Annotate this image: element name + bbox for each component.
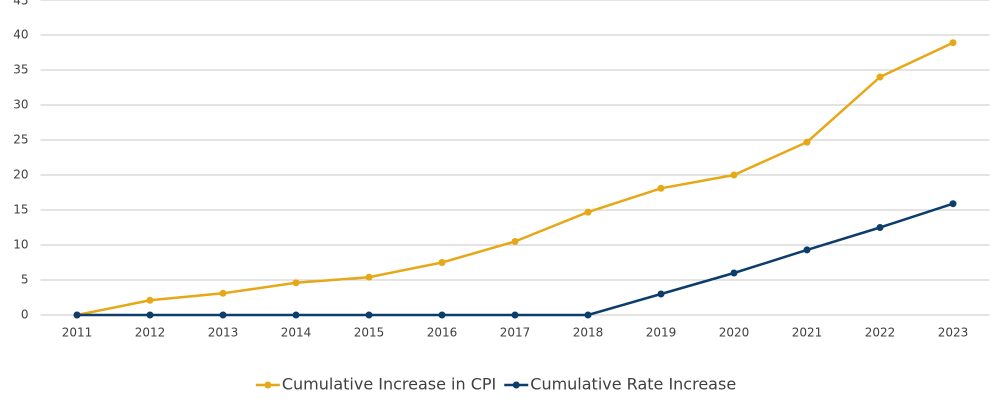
data-point <box>803 246 811 254</box>
x-tick-label: 2011 <box>62 326 93 340</box>
x-tick-label: 2018 <box>573 326 604 340</box>
data-point <box>657 290 665 298</box>
data-point <box>876 73 884 81</box>
data-point <box>438 311 446 319</box>
x-tick-label: 2013 <box>208 326 239 340</box>
data-point <box>584 208 592 216</box>
y-tick-label: 35 <box>13 63 28 77</box>
x-tick-label: 2021 <box>792 326 823 340</box>
data-point <box>365 311 373 319</box>
data-point <box>219 311 227 319</box>
legend-marker <box>512 381 520 389</box>
x-tick-label: 2019 <box>646 326 677 340</box>
legend-label: Cumulative Increase in CPI <box>282 375 496 394</box>
x-tick-label: 2017 <box>500 326 531 340</box>
data-point <box>365 273 373 281</box>
y-tick-label: 40 <box>13 28 28 42</box>
data-point <box>657 184 665 192</box>
data-point <box>730 171 738 179</box>
data-point <box>949 39 957 47</box>
x-tick-label: 2020 <box>719 326 750 340</box>
data-point <box>292 311 300 319</box>
y-tick-label: 20 <box>13 168 28 182</box>
data-point <box>146 296 154 304</box>
x-tick-label: 2015 <box>354 326 385 340</box>
data-point <box>949 200 957 208</box>
legend: Cumulative Increase in CPI Cumulative Rat… <box>255 375 736 394</box>
x-tick-label: 2023 <box>938 326 969 340</box>
legend-label: Cumulative Rate Increase <box>530 375 736 394</box>
data-point <box>73 311 81 319</box>
y-tick-label: 30 <box>13 98 28 112</box>
data-point <box>511 238 519 245</box>
y-tick-label: 5 <box>21 273 29 287</box>
data-point <box>584 311 592 319</box>
data-point <box>292 279 300 287</box>
y-tick-label: 15 <box>13 203 28 217</box>
x-tick-label: 2022 <box>865 326 896 340</box>
data-point <box>146 311 154 319</box>
x-tick-label: 2012 <box>135 326 166 340</box>
x-tick-label: 2014 <box>281 326 312 340</box>
data-point <box>730 269 738 277</box>
series-line <box>77 202 954 317</box>
y-tick-label: 25 <box>13 133 28 147</box>
y-tick-label: 45 <box>13 0 28 8</box>
data-point <box>438 259 446 266</box>
y-tick-label: 0 <box>21 308 29 322</box>
data-point <box>219 289 227 297</box>
series-line <box>76 41 954 317</box>
x-tick-label: 2016 <box>427 326 458 340</box>
y-tick-label: 10 <box>13 238 28 252</box>
data-point <box>876 224 884 231</box>
legend-marker <box>264 381 272 389</box>
data-point <box>803 138 811 146</box>
data-point <box>511 311 519 319</box>
